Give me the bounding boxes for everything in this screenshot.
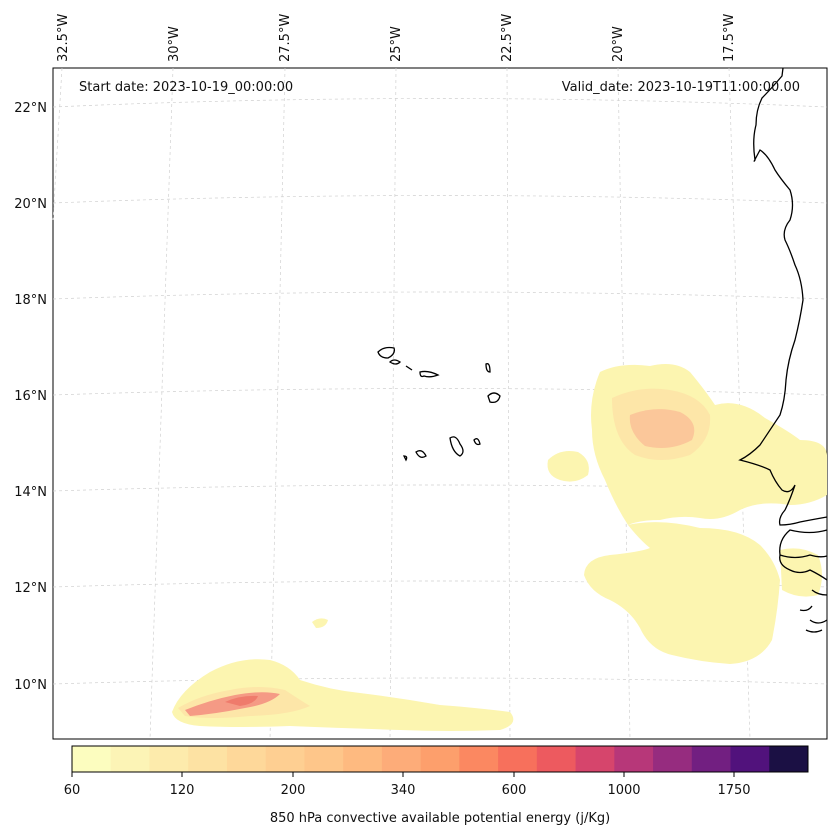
gambia-guinea-coast xyxy=(779,529,828,633)
africa-coastline xyxy=(738,67,828,526)
longitude-labels: 32.5°W 30°W 27.5°W 25°W 22.5°W 20°W 17.5… xyxy=(56,14,737,62)
cape-region-southwest-max xyxy=(225,695,258,706)
colorbar-tick-label: 600 xyxy=(502,783,527,798)
colorbar-swatch xyxy=(769,746,809,772)
start-date-label: Start date: 2023-10-19_00:00:00 xyxy=(79,80,293,95)
cape-contours xyxy=(172,364,827,731)
colorbar-swatch xyxy=(265,746,305,772)
lat-label: 18°N xyxy=(14,293,47,308)
latitude-gridlines xyxy=(52,98,828,685)
island-maio xyxy=(473,438,481,446)
cape-region-east-peak xyxy=(629,409,695,448)
island-santa-luzia xyxy=(405,365,413,371)
colorbar-tick-label: 340 xyxy=(391,783,416,798)
lat-label: 10°N xyxy=(14,678,47,693)
colorbar-swatch xyxy=(536,746,577,772)
colorbar-swatch xyxy=(381,746,422,772)
lat-label: 12°N xyxy=(14,581,47,596)
lon-label: 17.5°W xyxy=(722,14,737,62)
lon-label: 27.5°W xyxy=(278,14,293,62)
lat-label: 14°N xyxy=(14,485,47,500)
colorbar-tick-marks xyxy=(71,772,735,777)
island-fogo xyxy=(415,450,427,458)
colorbar-tick-label: 1750 xyxy=(717,783,750,798)
lat-label: 16°N xyxy=(14,389,47,404)
colorbar-swatch xyxy=(188,746,228,772)
cape-region-southwest-small xyxy=(312,618,328,628)
lon-label: 20°W xyxy=(611,26,626,62)
island-sal xyxy=(485,363,491,373)
cape-region-east-south xyxy=(584,522,780,664)
colorbar-swatch xyxy=(343,746,383,772)
colorbar-swatch xyxy=(304,746,344,772)
island-santo-antao xyxy=(377,346,396,359)
colorbar xyxy=(72,746,809,772)
colorbar-tick-label: 1000 xyxy=(607,783,640,798)
lon-label: 25°W xyxy=(389,26,404,62)
island-boa-vista xyxy=(487,392,501,404)
colorbar-tick-label: 60 xyxy=(64,783,81,798)
colorbar-swatch xyxy=(459,746,499,772)
colorbar-swatch xyxy=(614,746,654,772)
cape-region-small xyxy=(547,451,589,482)
colorbar-swatch xyxy=(691,746,732,772)
colorbar-swatch xyxy=(110,746,150,772)
valid-date-label: Valid_date: 2023-10-19T11:00:00.00 xyxy=(562,80,800,95)
colorbar-title: 850 hPa convective available potential e… xyxy=(270,811,610,826)
lat-label: 22°N xyxy=(14,101,47,116)
latitude-labels: 22°N 20°N 18°N 16°N 14°N 12°N 10°N xyxy=(14,101,47,693)
island-santiago xyxy=(449,436,464,457)
colorbar-frame xyxy=(71,745,809,773)
island-sao-nicolau xyxy=(419,370,440,378)
coastlines xyxy=(377,67,828,633)
lon-label: 30°W xyxy=(167,26,182,62)
colorbar-swatch xyxy=(498,746,538,772)
lat-label: 20°N xyxy=(14,197,47,212)
colorbar-tick-label: 120 xyxy=(170,783,195,798)
colorbar-swatch xyxy=(575,746,615,772)
colorbar-swatch xyxy=(226,746,267,772)
colorbar-swatch xyxy=(72,746,112,772)
island-sao-vicente xyxy=(388,359,402,365)
island-brava xyxy=(402,455,408,462)
colorbar-swatch xyxy=(149,746,189,772)
colorbar-tick-label: 200 xyxy=(281,783,306,798)
colorbar-ticks: 60 120 200 340 600 1000 1750 xyxy=(64,783,751,798)
lon-label: 22.5°W xyxy=(500,14,515,62)
colorbar-swatch xyxy=(420,746,460,772)
lon-label: 32.5°W xyxy=(56,14,71,62)
colorbar-swatch xyxy=(653,746,693,772)
colorbar-swatch xyxy=(730,746,770,772)
